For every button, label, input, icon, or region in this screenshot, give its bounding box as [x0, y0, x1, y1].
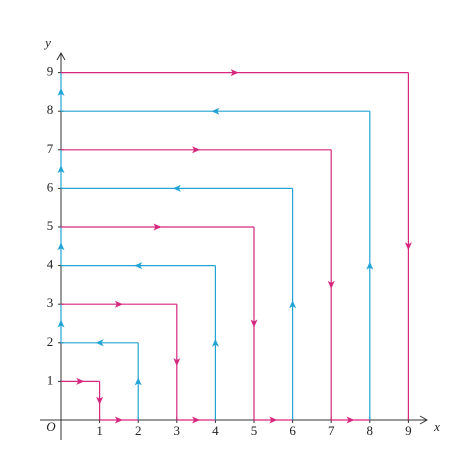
- path-arrow: [211, 338, 219, 347]
- y-tick-label: 7: [47, 141, 54, 156]
- path-arrow: [230, 69, 239, 77]
- x-tick-label: 7: [328, 423, 335, 438]
- path-arrow: [173, 358, 181, 367]
- path-arrow: [57, 319, 65, 328]
- y-tick-label: 6: [47, 179, 54, 194]
- y-tick-label: 2: [47, 334, 54, 349]
- x-tick-label: 9: [405, 423, 412, 438]
- x-axis-arrow: [419, 415, 429, 425]
- path-arrow: [192, 416, 201, 424]
- path-arrow: [95, 339, 104, 347]
- origin-label: O: [46, 419, 56, 434]
- path-arrow: [114, 300, 123, 308]
- y-tick-label: 4: [47, 257, 54, 272]
- path-arrow: [346, 416, 355, 424]
- y-tick-label: 3: [47, 295, 54, 310]
- path-arrow: [153, 223, 162, 231]
- x-tick-label: 3: [174, 423, 181, 438]
- path-arrow: [96, 396, 104, 405]
- path-arrow: [57, 87, 65, 96]
- path-arrow: [366, 261, 374, 270]
- path-arrow: [211, 107, 220, 115]
- path-arrow: [57, 242, 65, 251]
- y-tick-label: 1: [47, 372, 54, 387]
- path-arrow: [404, 242, 412, 251]
- path-arrow: [289, 300, 297, 309]
- y-tick-label: 5: [47, 218, 54, 233]
- path-arrow: [134, 377, 142, 386]
- path-arrow: [57, 165, 65, 174]
- path-arrow: [327, 280, 335, 289]
- y-axis-arrow: [56, 51, 66, 61]
- x-tick-label: 4: [212, 423, 219, 438]
- x-tick-label: 2: [135, 423, 142, 438]
- path-arrow: [250, 319, 258, 328]
- path-arrow: [269, 416, 278, 424]
- path-arrow: [172, 184, 181, 192]
- y-tick-label: 8: [47, 102, 54, 117]
- path-arrow: [192, 146, 201, 154]
- x-tick-label: 8: [367, 423, 374, 438]
- x-tick-label: 1: [96, 423, 103, 438]
- path-arrow: [134, 262, 143, 270]
- y-tick-label: 9: [47, 64, 54, 79]
- x-tick-label: 6: [289, 423, 296, 438]
- path-arrow: [76, 377, 85, 385]
- x-tick-label: 5: [251, 423, 258, 438]
- path-arrow: [114, 416, 123, 424]
- y-label: y: [43, 35, 51, 50]
- x-label: x: [433, 419, 440, 434]
